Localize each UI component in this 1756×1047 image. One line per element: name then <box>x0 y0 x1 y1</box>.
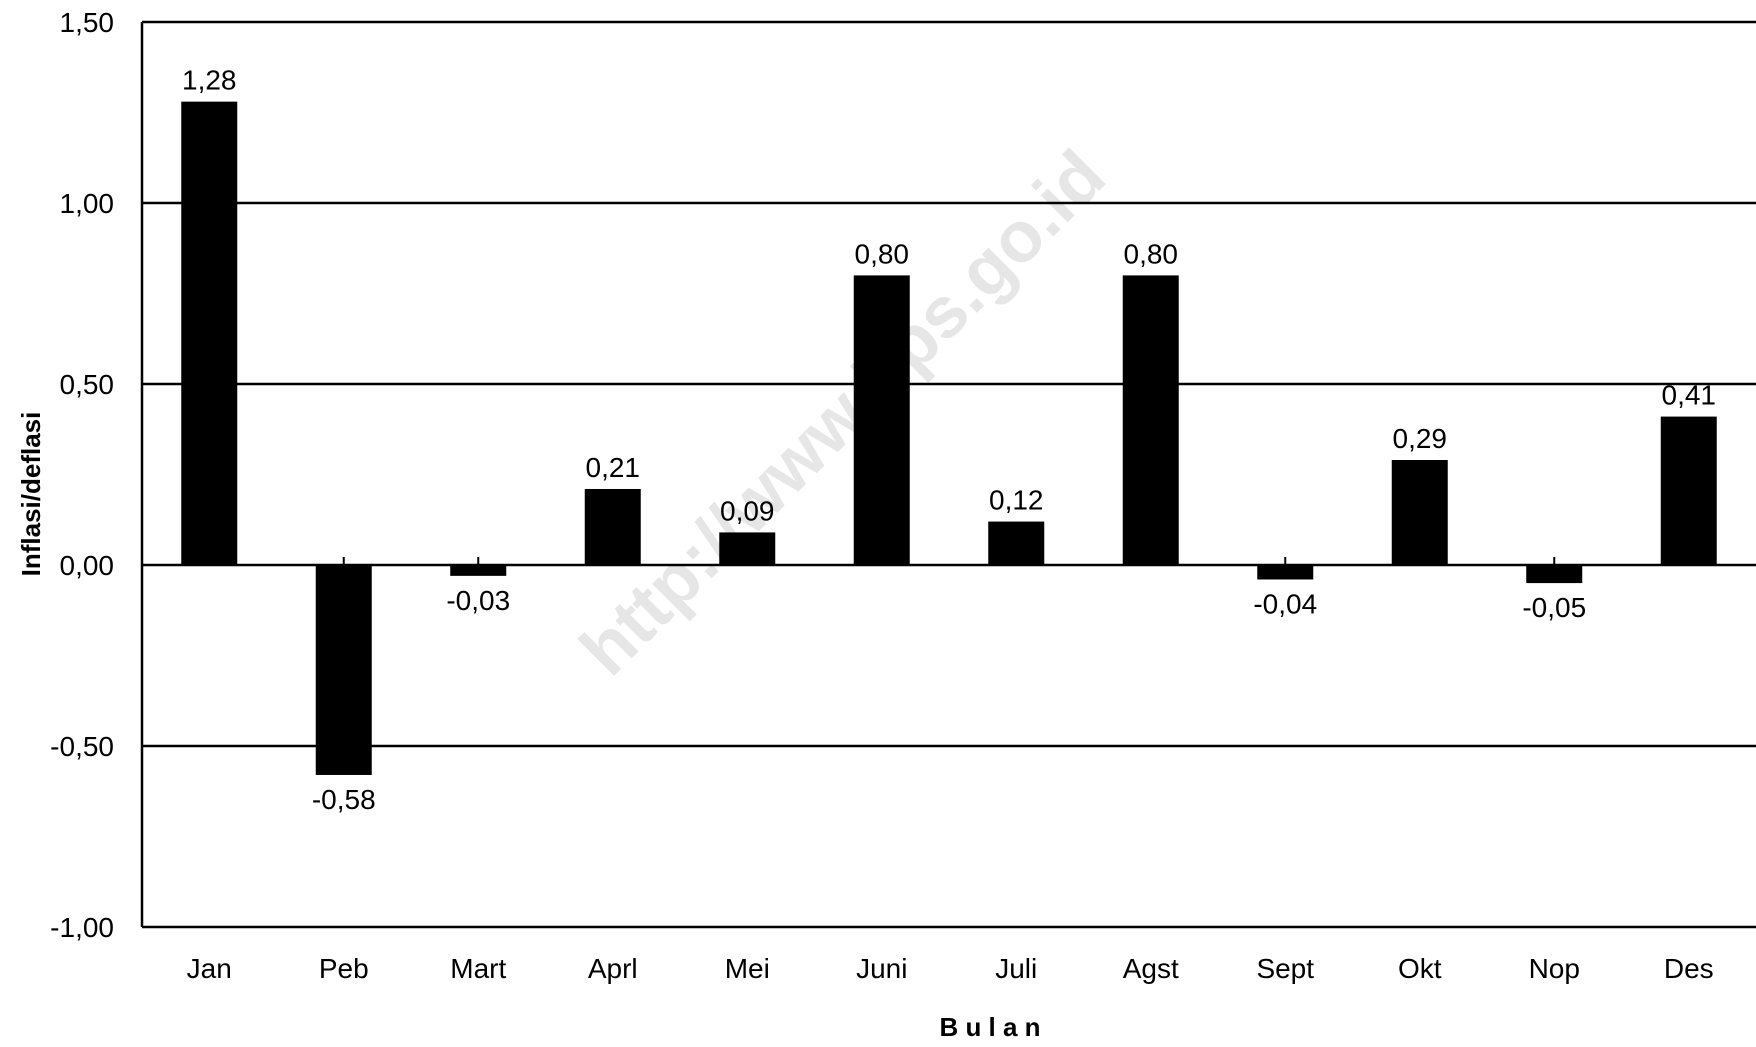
bars-layer <box>181 101 1717 775</box>
grid-layer <box>142 20 1756 929</box>
y-tick-label: 1,50 <box>60 7 115 38</box>
bar-des <box>1660 416 1717 565</box>
labels-layer: 1,50 1,00 0,50 0,00 -0,50 -1,00 1,28 Jan -0,58 Pe… <box>50 7 1716 984</box>
category-label: Des <box>1664 953 1714 984</box>
data-label: 0,80 <box>1124 238 1179 269</box>
y-tick-label: -0,50 <box>50 731 114 762</box>
bar-okt <box>1391 460 1448 565</box>
bar-peb <box>315 565 372 775</box>
category-label: Agst <box>1123 953 1179 984</box>
category-label: Juni <box>856 953 907 984</box>
data-label: -0,04 <box>1253 588 1317 619</box>
data-label: 0,29 <box>1393 423 1448 454</box>
y-tick-label: 1,00 <box>60 188 115 219</box>
bar-juni <box>853 275 910 565</box>
y-tick-label: -1,00 <box>50 912 114 943</box>
watermark-text: http://www.bps.go.id <box>565 135 1120 690</box>
category-label: Mei <box>725 953 770 984</box>
category-label: Aprl <box>588 953 638 984</box>
bar-mart <box>450 565 507 576</box>
data-label: 1,28 <box>182 65 237 96</box>
bar-jan <box>181 101 238 565</box>
data-label: 0,09 <box>720 495 775 526</box>
data-label: 0,21 <box>586 452 641 483</box>
bar-nop <box>1526 565 1583 584</box>
category-label: Nop <box>1529 953 1580 984</box>
category-label: Mart <box>450 953 506 984</box>
data-label: -0,03 <box>446 585 510 616</box>
y-axis-title: Inflasi/deflasi <box>16 412 46 577</box>
y-tick-label: 0,00 <box>60 550 115 581</box>
category-label: Sept <box>1256 953 1314 984</box>
category-label: Peb <box>319 953 369 984</box>
data-label: -0,58 <box>312 784 376 815</box>
data-label: -0,05 <box>1522 592 1586 623</box>
bar-agst <box>1122 275 1179 565</box>
category-label: Okt <box>1398 953 1442 984</box>
data-label: 0,41 <box>1662 380 1717 411</box>
bar-aprl <box>584 488 641 565</box>
axes-layer <box>140 22 1690 927</box>
category-label: Juli <box>995 953 1037 984</box>
data-label: 0,80 <box>855 238 910 269</box>
x-axis-title: B u l a n <box>939 1012 1040 1042</box>
y-tick-label: 0,50 <box>60 369 115 400</box>
watermark-layer: http://www.bps.go.id <box>565 135 1120 690</box>
data-label: 0,12 <box>989 485 1044 516</box>
bar-sept <box>1257 565 1314 580</box>
category-label: Jan <box>187 953 232 984</box>
